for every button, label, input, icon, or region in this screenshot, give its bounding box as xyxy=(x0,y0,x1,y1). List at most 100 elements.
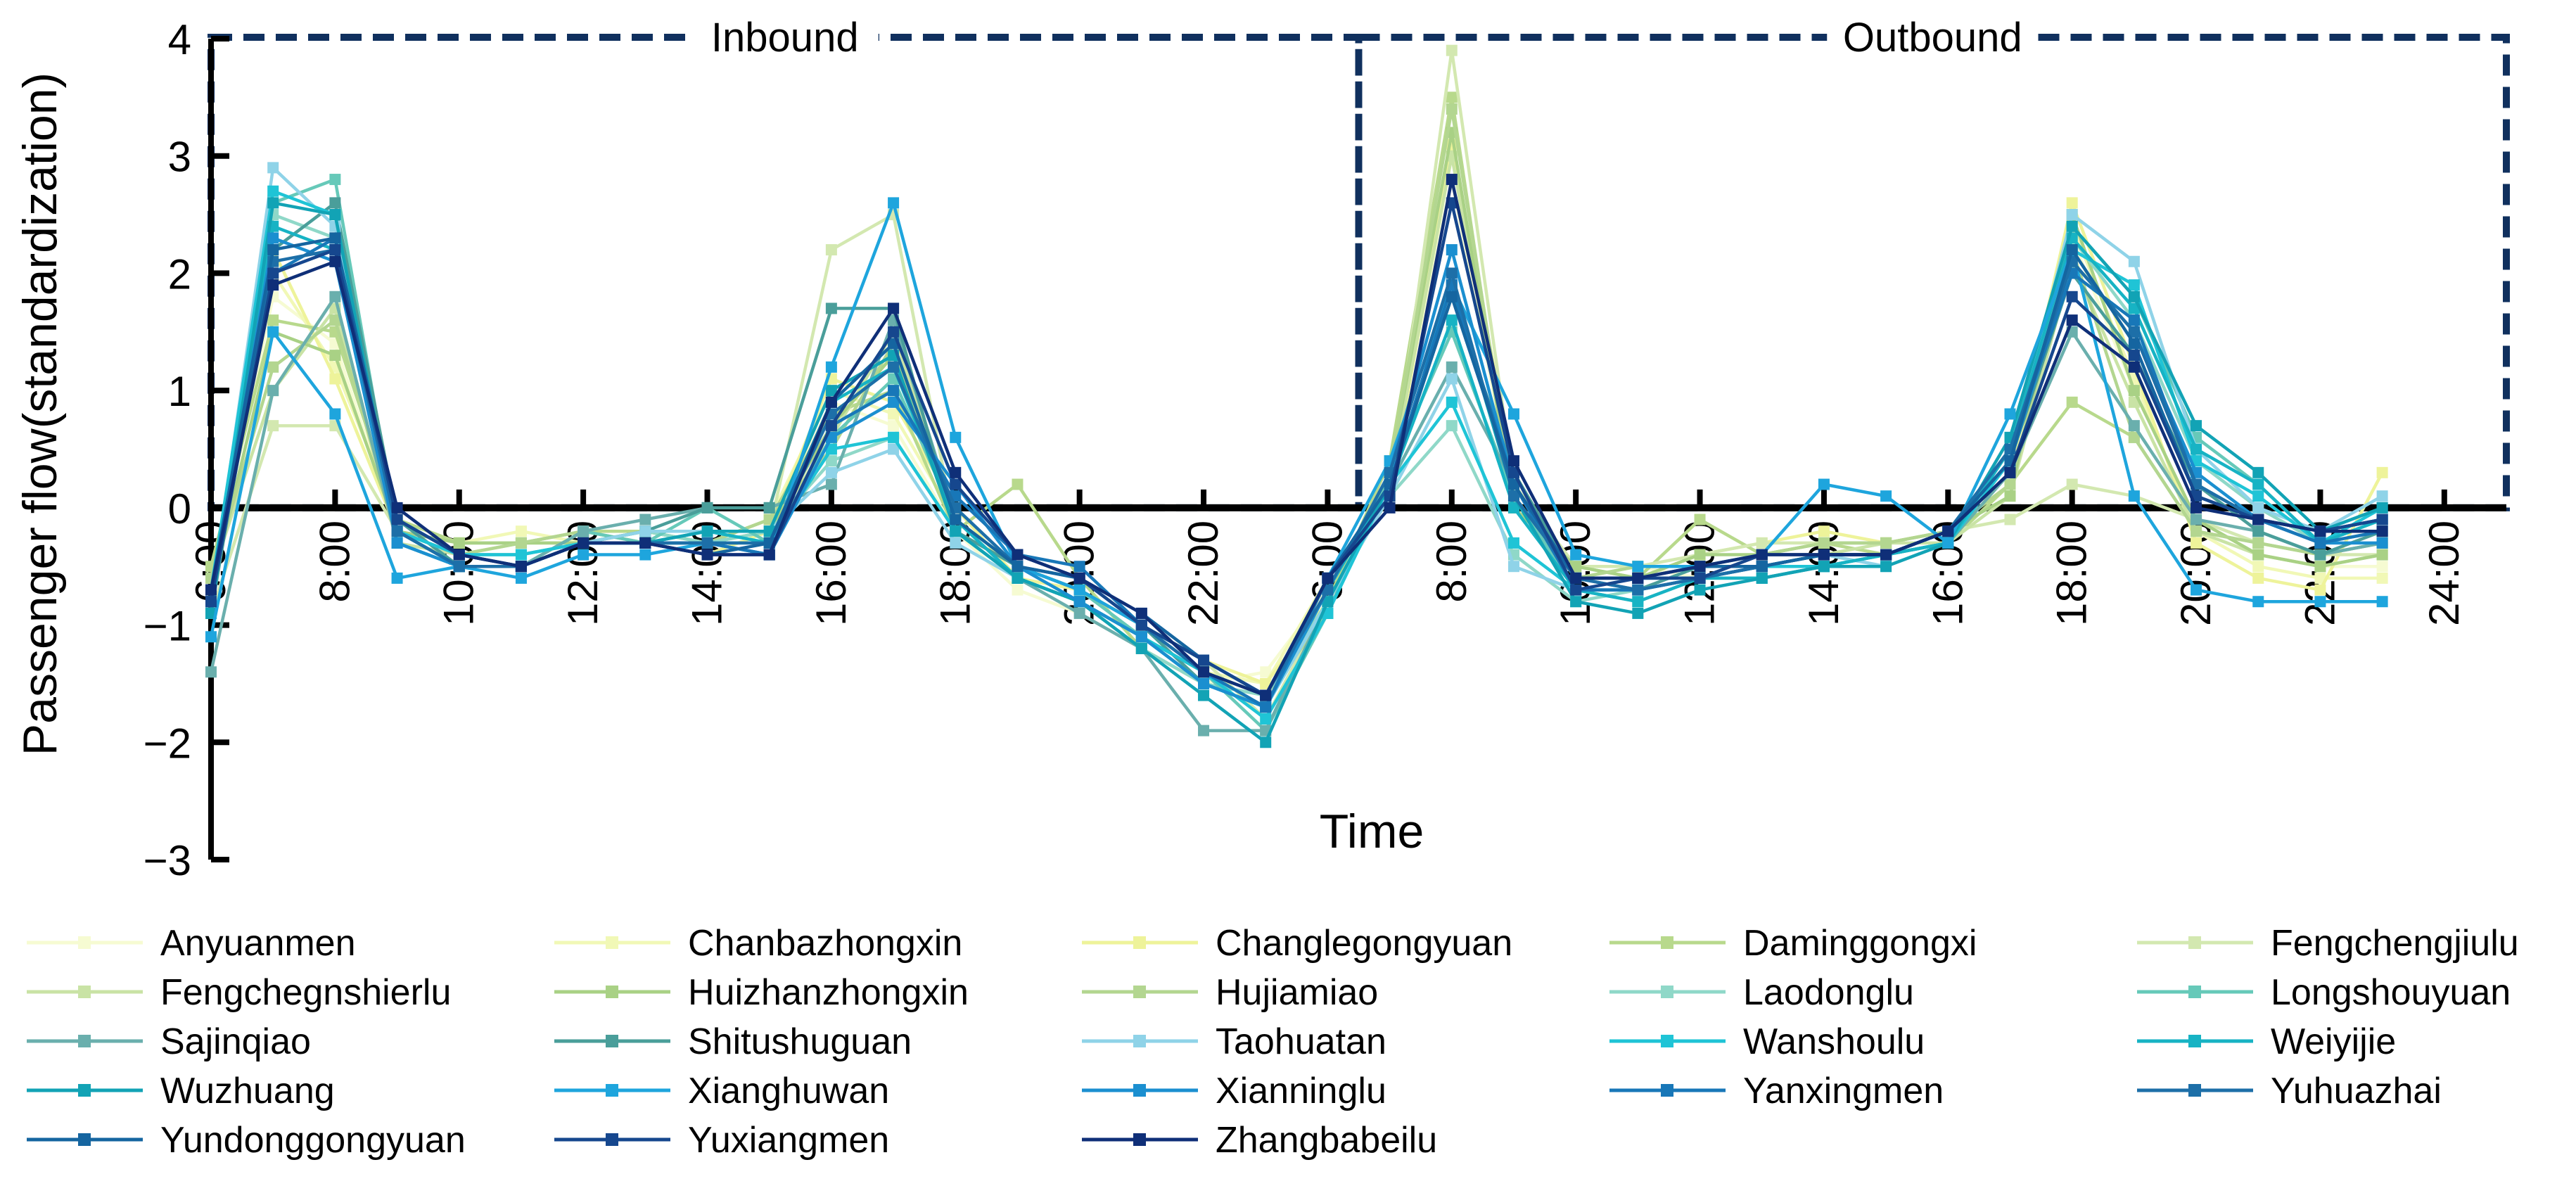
legend-label: Taohuatan xyxy=(1216,1021,1386,1062)
data-point xyxy=(2376,490,2388,502)
data-point xyxy=(515,525,527,537)
data-point xyxy=(1135,607,1147,619)
panel-frame-outbound xyxy=(1355,34,2510,511)
legend-swatch-marker xyxy=(606,1084,618,1097)
y-tick-label: 4 xyxy=(168,16,191,63)
data-point xyxy=(1198,666,1210,678)
data-point xyxy=(1694,561,1706,573)
legend-item-weiyijie: Weiyijie xyxy=(2137,1021,2396,1062)
y-tick-label: 2 xyxy=(168,250,191,298)
data-point xyxy=(1073,572,1085,584)
legend-item-hujiamiao: Hujiamiao xyxy=(1082,972,1378,1013)
legend-label: Yundonggongyuan xyxy=(160,1120,466,1161)
data-point xyxy=(2128,361,2140,373)
axes: −3 −2 −1 0 1 2 3 4 Passenger flow(standardizatio… xyxy=(13,16,2506,884)
data-point xyxy=(267,385,279,397)
data-point xyxy=(1570,596,1582,608)
data-point xyxy=(515,537,527,549)
data-point xyxy=(2191,420,2202,432)
legend-label: Yanxingmen xyxy=(1743,1071,1944,1111)
y-axis-title: Passenger flow(standardization) xyxy=(13,72,67,755)
legend-label: Chanbazhongxin xyxy=(688,923,962,964)
data-point xyxy=(2128,385,2140,397)
data-point xyxy=(267,420,279,432)
data-point xyxy=(1818,478,1830,490)
data-point xyxy=(701,525,713,537)
data-point xyxy=(1322,572,1334,584)
data-point xyxy=(267,314,279,326)
data-point xyxy=(2128,350,2140,362)
data-point xyxy=(1570,561,1582,573)
y-tick-label: 0 xyxy=(168,485,191,533)
data-point xyxy=(2252,525,2264,537)
data-point xyxy=(1880,490,1892,502)
x-tick-label: 8:00 xyxy=(1428,521,1475,603)
data-point xyxy=(1632,596,1644,608)
data-point xyxy=(515,572,527,584)
data-point xyxy=(1135,631,1147,643)
data-point xyxy=(825,466,837,478)
legend-swatch-marker xyxy=(606,1133,618,1146)
data-point xyxy=(1694,549,1706,561)
data-point xyxy=(888,361,900,373)
data-point xyxy=(1942,537,1954,549)
data-point xyxy=(1694,514,1706,525)
data-point xyxy=(1260,666,1272,678)
x-tick-label: 24:00 xyxy=(2421,521,2468,626)
data-point xyxy=(825,302,837,314)
data-point xyxy=(391,502,403,514)
legend-item-changlegongyuan: Changlegongyuan xyxy=(1082,923,1512,964)
data-point xyxy=(2376,502,2388,514)
data-point xyxy=(2252,561,2264,573)
data-point xyxy=(1446,373,1458,385)
data-point xyxy=(2066,209,2078,221)
data-point xyxy=(267,267,279,279)
data-point xyxy=(1446,267,1458,279)
data-point xyxy=(1446,174,1458,186)
data-point xyxy=(2066,478,2078,490)
data-point xyxy=(1322,584,1334,596)
data-point xyxy=(205,596,217,608)
legend-item-yundonggongyuan: Yundonggongyuan xyxy=(27,1120,466,1161)
data-point xyxy=(1818,561,1830,573)
data-point xyxy=(329,350,341,362)
legend-swatch-marker xyxy=(2188,936,2201,949)
data-point xyxy=(1073,584,1085,596)
data-point xyxy=(578,537,589,549)
data-point xyxy=(2066,197,2078,209)
data-point xyxy=(2314,561,2326,573)
data-point xyxy=(1756,549,1768,561)
legend-item-xianghuwan: Xianghuwan xyxy=(554,1071,889,1111)
data-point xyxy=(888,431,900,443)
panel-label-outbound: Outbound xyxy=(1843,15,2022,60)
x-tick-label: 18:00 xyxy=(2048,521,2096,626)
data-point xyxy=(1446,244,1458,256)
data-point xyxy=(825,385,837,397)
data-point xyxy=(2314,584,2326,596)
legend-label: Sajinqiao xyxy=(160,1021,311,1062)
data-point xyxy=(2252,502,2264,514)
data-point xyxy=(888,420,900,432)
legend-item-shitushuguan: Shitushuguan xyxy=(554,1021,912,1062)
legend-label: Yuxiangmen xyxy=(688,1120,889,1161)
data-point xyxy=(1446,91,1458,103)
data-point xyxy=(329,255,341,267)
x-tick-label: 22:00 xyxy=(1180,521,1227,626)
legend-item-fengchengjiulu: Fengchengjiulu xyxy=(2137,923,2519,964)
data-point xyxy=(888,197,900,209)
legend-item-daminggongxi: Daminggongxi xyxy=(1609,923,1977,964)
data-point xyxy=(1198,677,1210,689)
data-point xyxy=(2004,466,2016,478)
data-point xyxy=(2314,596,2326,608)
data-point xyxy=(329,174,341,186)
data-point xyxy=(2128,326,2140,338)
legend: Anyuanmen Chanbazhongxin Changlegongyuan Da… xyxy=(27,923,2519,1161)
data-point xyxy=(329,209,341,221)
legend-item-yuhuazhai: Yuhuazhai xyxy=(2137,1071,2442,1111)
data-point xyxy=(639,525,651,537)
data-point xyxy=(701,549,713,561)
legend-swatch-marker xyxy=(1661,986,1673,998)
data-point xyxy=(1507,561,1519,573)
legend-label: Hujiamiao xyxy=(1216,972,1378,1013)
